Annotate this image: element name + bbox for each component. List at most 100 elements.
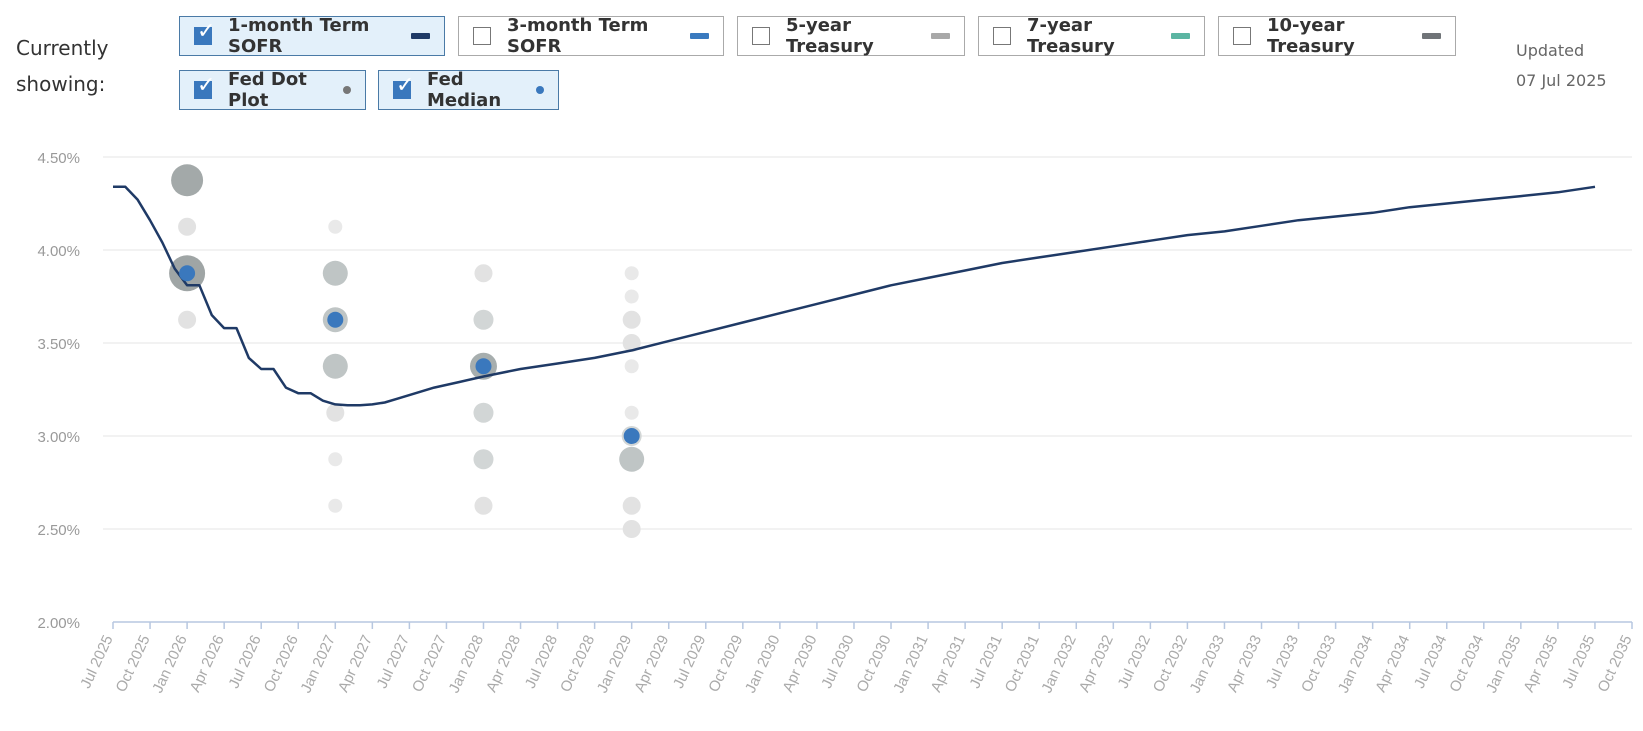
x-tick-label: Apr 2035 <box>1520 633 1561 695</box>
series-color-swatch-icon <box>931 33 950 39</box>
toggle-10-year-treasury[interactable]: ✓ 10-year Treasury <box>1218 15 1456 57</box>
y-tick-label: 2.00% <box>37 615 80 632</box>
checkbox-icon[interactable]: ✓ <box>473 27 491 45</box>
x-tick-label: Jul 2031 <box>966 633 1005 692</box>
x-tick-label: Jan 2032 <box>1038 633 1079 696</box>
x-tick-label: Apr 2034 <box>1372 633 1413 695</box>
y-tick-label: 2.50% <box>37 522 80 539</box>
fed-dot <box>178 310 197 329</box>
x-tick-label: Jan 2033 <box>1187 633 1228 696</box>
fed-median-dot <box>475 358 492 375</box>
fed-dot <box>622 496 641 515</box>
fed-dot <box>171 164 204 197</box>
updated-date: 07 Jul 2025 <box>1516 71 1607 90</box>
x-tick-label: Oct 2034 <box>1446 633 1487 695</box>
fed-dot <box>328 498 343 513</box>
y-tick-label: 3.50% <box>37 336 80 353</box>
fed-dot <box>328 452 343 467</box>
x-tick-label: Jan 2035 <box>1483 633 1524 696</box>
checkbox-icon[interactable]: ✓ <box>194 21 215 45</box>
checkbox-icon[interactable]: ✓ <box>393 75 414 99</box>
x-tick-label: Oct 2032 <box>1150 633 1191 695</box>
toggle-label: 7-year Treasury <box>1027 15 1115 57</box>
series-color-swatch-icon <box>536 86 544 94</box>
x-tick-label: Jul 2027 <box>374 633 413 692</box>
toggle-fed-median[interactable]: ✓ Fed Median <box>378 69 559 111</box>
checkbox-icon[interactable]: ✓ <box>194 75 215 99</box>
x-tick-label: Oct 2025 <box>113 633 154 695</box>
x-tick-label: Jul 2029 <box>670 633 709 692</box>
series-line-1-month-term-sofr <box>113 185 1596 407</box>
toggle-3-month-term-sofr[interactable]: ✓ 3-month Term SOFR <box>458 15 724 57</box>
fed-dot <box>474 496 493 515</box>
fed-median-dot <box>179 265 196 282</box>
fed-dot <box>326 403 345 422</box>
fed-dot <box>624 359 639 374</box>
x-tick-label: Jan 2026 <box>149 633 190 696</box>
y-tick-label: 4.00% <box>37 243 80 260</box>
fed-dot <box>474 264 493 283</box>
checkbox-icon[interactable]: ✓ <box>1233 27 1251 45</box>
fed-dot <box>473 309 494 330</box>
x-tick-label: Oct 2029 <box>705 633 746 695</box>
x-tick-label: Oct 2031 <box>1002 633 1043 695</box>
toggle-1-month-term-sofr[interactable]: ✓ 1-month Term SOFR <box>179 15 445 57</box>
toggle-5-year-treasury[interactable]: ✓ 5-year Treasury <box>737 15 965 57</box>
fed-median-dot <box>623 428 640 444</box>
fed-dot <box>178 217 197 236</box>
toggle-label: 3-month Term SOFR <box>507 15 649 57</box>
fed-dot <box>328 219 343 234</box>
fed-dot <box>622 520 641 538</box>
toggle-label: Fed Median <box>427 69 502 111</box>
checkbox-icon[interactable]: ✓ <box>752 27 770 45</box>
toggle-label: 10-year Treasury <box>1267 15 1355 57</box>
x-tick-label: Oct 2026 <box>261 633 302 695</box>
y-tick-label: 3.00% <box>37 429 80 446</box>
x-tick-label: Oct 2035 <box>1594 633 1635 695</box>
toggle-label: Fed Dot Plot <box>228 69 307 111</box>
series-color-swatch-icon <box>1171 33 1190 39</box>
toggle-fed-dot-plot[interactable]: ✓ Fed Dot Plot <box>179 69 366 111</box>
x-tick-label: Jan 2027 <box>297 633 338 696</box>
fed-dot <box>622 310 641 329</box>
fed-dot <box>622 334 641 352</box>
x-tick-label: Oct 2027 <box>409 633 450 695</box>
checkbox-icon[interactable]: ✓ <box>993 27 1011 45</box>
x-tick-label: Apr 2027 <box>335 633 376 695</box>
x-tick-label: Jul 2030 <box>818 633 857 692</box>
x-tick-label: Jan 2030 <box>742 633 783 696</box>
x-tick-label: Apr 2026 <box>187 633 228 695</box>
fed-dot <box>322 260 348 286</box>
x-tick-label: Jan 2034 <box>1335 633 1376 696</box>
currently-showing-label: Currently showing: <box>16 36 109 96</box>
x-tick-label: Jul 2028 <box>522 633 561 692</box>
x-tick-label: Oct 2028 <box>557 633 598 695</box>
x-tick-label: Jul 2026 <box>225 633 264 692</box>
series-color-swatch-icon <box>343 86 351 94</box>
x-tick-label: Jul 2034 <box>1411 633 1450 692</box>
x-tick-label: Oct 2033 <box>1298 633 1339 695</box>
fed-dot <box>624 266 639 281</box>
y-tick-label: 4.50% <box>37 150 80 167</box>
toggle-label: 1-month Term SOFR <box>228 15 370 57</box>
x-tick-label: Apr 2032 <box>1076 633 1117 695</box>
updated-label: Updated <box>1516 41 1585 60</box>
x-tick-label: Jan 2031 <box>890 633 931 696</box>
updated-info: Updated 07 Jul 2025 <box>1516 36 1607 96</box>
series-color-swatch-icon <box>1422 33 1441 39</box>
x-tick-label: Jul 2035 <box>1559 633 1598 692</box>
x-tick-label: Jan 2028 <box>446 633 487 696</box>
series-color-swatch-icon <box>411 33 430 39</box>
fed-dot <box>624 289 639 304</box>
fed-dot <box>473 449 494 470</box>
x-tick-label: Jul 2032 <box>1115 633 1154 692</box>
x-tick-label: Oct 2030 <box>854 633 895 695</box>
fed-dot <box>624 405 639 420</box>
fed-dot <box>473 402 494 423</box>
x-tick-label: Jul 2033 <box>1263 633 1302 692</box>
x-tick-label: Apr 2030 <box>779 633 820 695</box>
series-color-swatch-icon <box>690 33 709 39</box>
toggle-label: 5-year Treasury <box>786 15 874 57</box>
toggle-7-year-treasury[interactable]: ✓ 7-year Treasury <box>978 15 1205 57</box>
